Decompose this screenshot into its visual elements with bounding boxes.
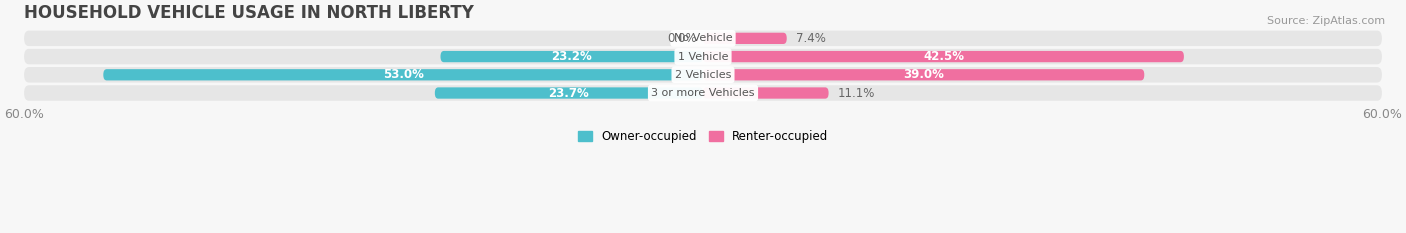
Text: 53.0%: 53.0% [382,68,423,81]
Text: 3 or more Vehicles: 3 or more Vehicles [651,88,755,98]
Text: 2 Vehicles: 2 Vehicles [675,70,731,80]
FancyBboxPatch shape [440,51,703,62]
Text: No Vehicle: No Vehicle [673,33,733,43]
Text: 23.2%: 23.2% [551,50,592,63]
FancyBboxPatch shape [24,85,1382,101]
Text: Source: ZipAtlas.com: Source: ZipAtlas.com [1267,16,1385,26]
Text: HOUSEHOLD VEHICLE USAGE IN NORTH LIBERTY: HOUSEHOLD VEHICLE USAGE IN NORTH LIBERTY [24,4,474,22]
FancyBboxPatch shape [703,87,828,99]
Text: 42.5%: 42.5% [922,50,965,63]
Legend: Owner-occupied, Renter-occupied: Owner-occupied, Renter-occupied [572,125,834,147]
FancyBboxPatch shape [103,69,703,80]
FancyBboxPatch shape [703,51,1184,62]
FancyBboxPatch shape [703,33,787,44]
FancyBboxPatch shape [24,31,1382,46]
Text: 39.0%: 39.0% [903,68,943,81]
Text: 11.1%: 11.1% [838,86,875,99]
Text: 7.4%: 7.4% [796,32,825,45]
FancyBboxPatch shape [434,87,703,99]
FancyBboxPatch shape [24,67,1382,82]
FancyBboxPatch shape [24,49,1382,64]
Text: 23.7%: 23.7% [548,86,589,99]
Text: 0.0%: 0.0% [668,32,697,45]
FancyBboxPatch shape [703,69,1144,80]
Text: 1 Vehicle: 1 Vehicle [678,51,728,62]
